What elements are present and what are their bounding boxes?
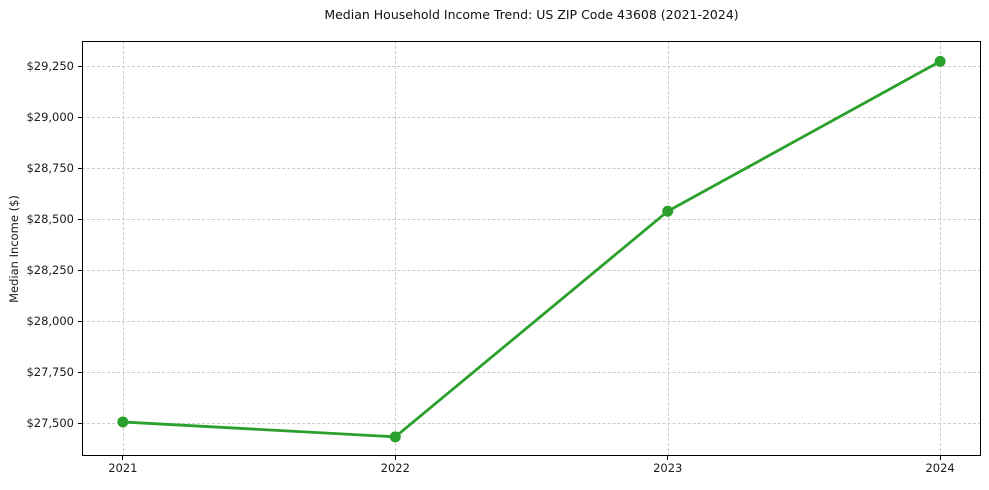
y-tick-label: $28,750 — [26, 161, 74, 176]
y-tick-label: $29,000 — [26, 110, 74, 125]
data-point-2023 — [662, 205, 674, 217]
x-tick-label: 2022 — [380, 461, 410, 475]
y-gridline — [82, 168, 981, 170]
x-tick-mark — [939, 456, 941, 460]
x-tick-label: 2021 — [108, 461, 138, 475]
data-point-2021 — [117, 416, 129, 428]
x-gridline — [940, 41, 942, 456]
trend-line — [121, 59, 942, 439]
data-point-2022 — [389, 431, 401, 443]
y-tick-mark — [78, 320, 82, 322]
y-tick-mark — [78, 269, 82, 271]
x-tick-label: 2024 — [925, 461, 955, 475]
y-tick-label: $27,500 — [26, 416, 74, 431]
y-tick-mark — [78, 65, 82, 68]
x-tick-mark — [394, 456, 396, 460]
y-tick-mark — [78, 167, 82, 170]
x-gridline — [667, 41, 669, 456]
x-gridline — [122, 41, 124, 456]
y-axis-label: Median Income ($) — [7, 195, 21, 303]
x-tick-mark — [667, 456, 669, 460]
y-gridline — [82, 270, 981, 272]
y-gridline — [82, 372, 981, 374]
x-gridline — [395, 41, 397, 456]
y-tick-mark — [78, 116, 82, 119]
y-tick-mark — [78, 371, 82, 373]
y-gridline — [82, 321, 981, 323]
y-gridline — [82, 66, 981, 68]
data-point-2024 — [934, 55, 946, 67]
y-gridline — [82, 117, 981, 119]
y-tick-label: $27,750 — [26, 365, 74, 380]
y-tick-mark — [78, 218, 82, 221]
x-tick-mark — [122, 456, 124, 460]
y-tick-mark — [78, 422, 82, 424]
y-tick-label: $29,250 — [26, 59, 74, 74]
chart-title: Median Household Income Trend: US ZIP Co… — [324, 7, 739, 22]
y-tick-label: $28,000 — [26, 314, 74, 329]
y-gridline — [82, 423, 981, 425]
y-gridline — [82, 219, 981, 221]
y-tick-label: $28,500 — [26, 212, 74, 227]
y-tick-label: $28,250 — [26, 263, 74, 278]
x-tick-label: 2023 — [653, 461, 683, 475]
grid-layer — [82, 41, 981, 456]
line-series — [117, 55, 946, 443]
